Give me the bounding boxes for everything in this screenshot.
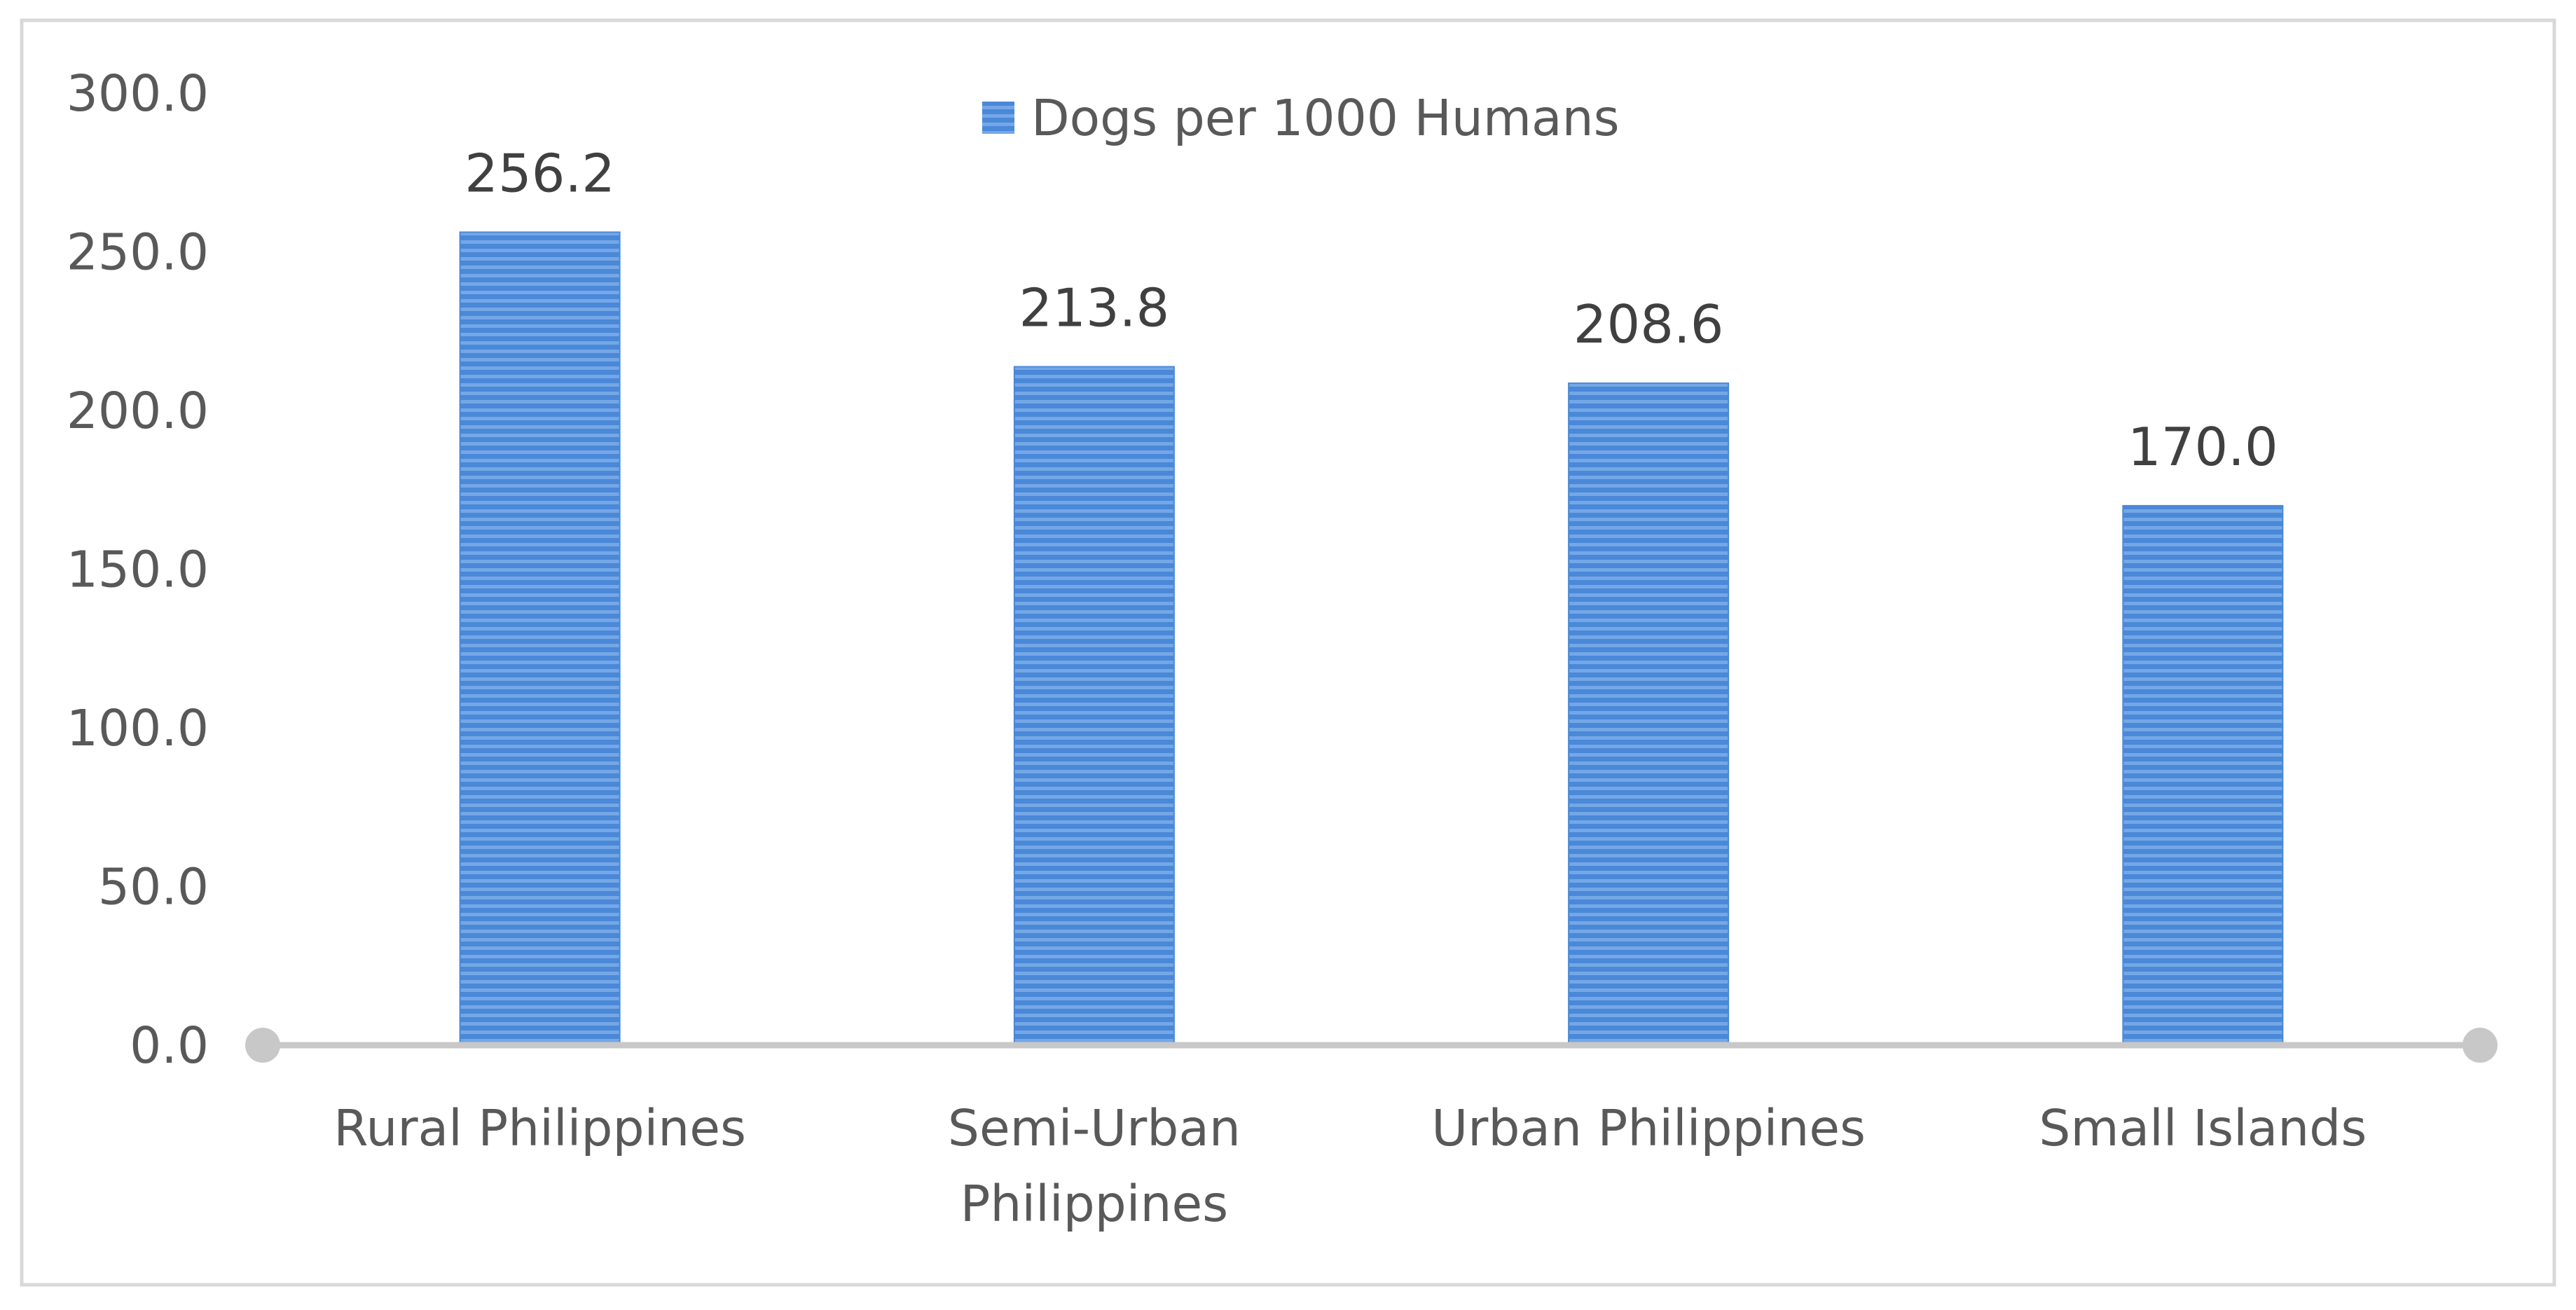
- data-label: 213.8: [1019, 277, 1170, 338]
- data-labels: 256.2 213.8 208.6 170.0: [464, 142, 2278, 477]
- bar: [459, 231, 621, 1047]
- bar: [1013, 366, 1175, 1046]
- bars: [459, 231, 2284, 1047]
- x-axis-start-cap: [245, 1028, 280, 1063]
- category-labels: Rural Philippines Semi-Urban Philippines Ur…: [333, 1099, 2367, 1233]
- x-axis: [245, 1028, 2498, 1063]
- legend: Dogs per 1000 Humans: [982, 89, 1620, 147]
- legend-label: Dogs per 1000 Humans: [1031, 89, 1620, 147]
- bar: [2122, 504, 2284, 1046]
- y-tick-label: 300.0: [67, 64, 209, 123]
- y-tick-label: 50.0: [98, 858, 209, 916]
- x-axis-end-cap: [2463, 1028, 2498, 1063]
- y-tick-label: 0.0: [130, 1016, 209, 1075]
- category-label: Small Islands: [2039, 1099, 2367, 1157]
- category-label: Rural Philippines: [333, 1099, 746, 1157]
- data-label: 256.2: [464, 142, 615, 204]
- y-tick-label: 150.0: [67, 541, 209, 599]
- data-label: 170.0: [2128, 416, 2278, 478]
- category-label: Urban Philippines: [1431, 1099, 1866, 1157]
- y-tick-label: 100.0: [67, 699, 209, 757]
- bar: [1568, 382, 1730, 1046]
- y-tick-label: 250.0: [67, 223, 209, 282]
- category-label: Semi-Urban Philippines: [948, 1099, 1241, 1233]
- data-label: 208.6: [1573, 294, 1724, 355]
- y-axis-ticks: 0.0 50.0 100.0 150.0 200.0 250.0 300.0: [67, 64, 209, 1075]
- legend-swatch: [982, 102, 1014, 134]
- y-tick-label: 200.0: [67, 382, 209, 440]
